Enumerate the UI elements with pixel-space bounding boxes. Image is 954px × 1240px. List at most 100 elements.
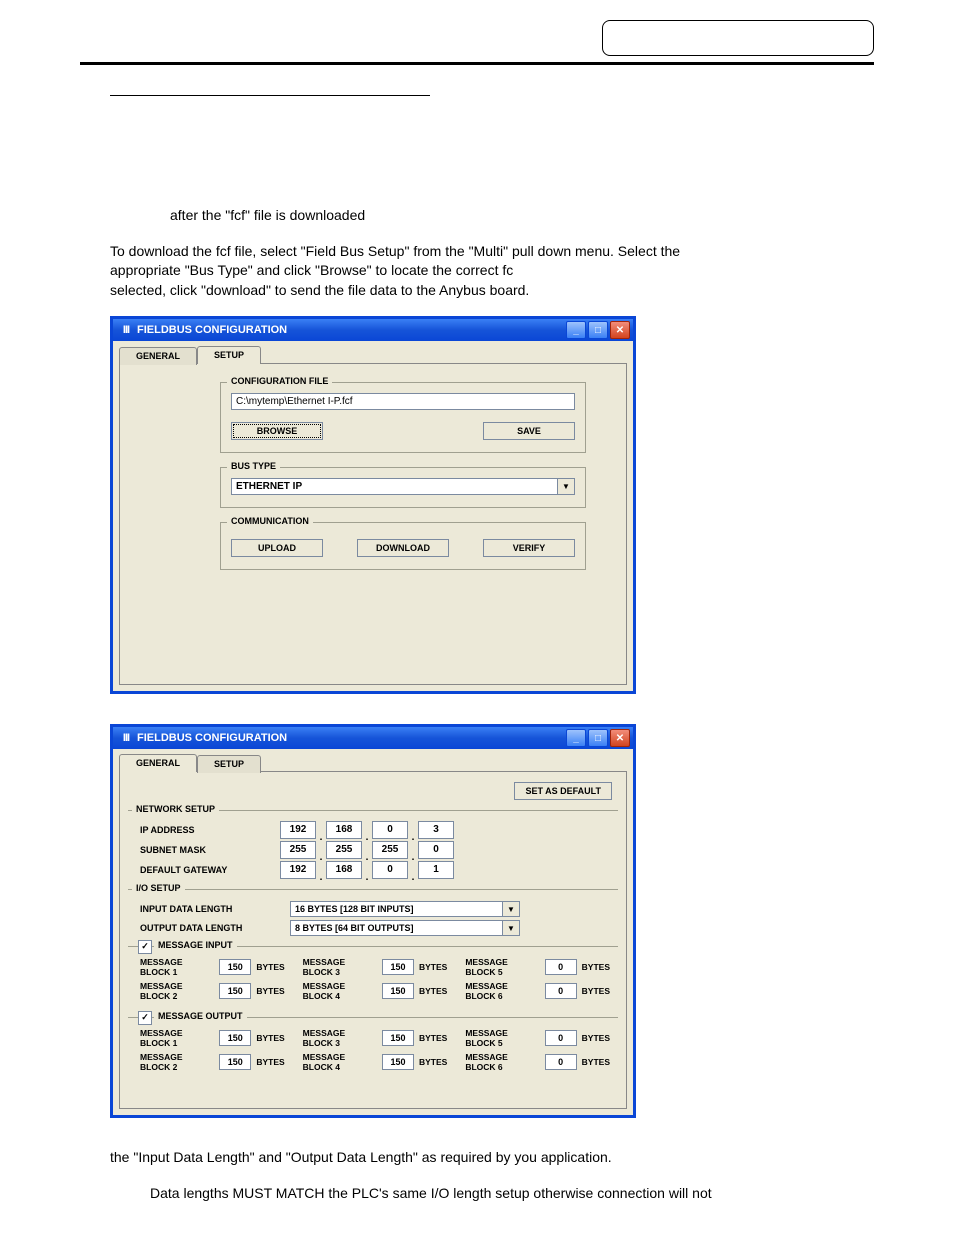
close-button[interactable]: ✕ xyxy=(610,729,630,747)
message-block-label: MESSAGE BLOCK 6 xyxy=(465,981,539,1001)
message-block-value[interactable]: 0 xyxy=(545,1054,577,1070)
tab-setup[interactable]: SETUP xyxy=(197,755,261,773)
message-block-label: MESSAGE BLOCK 4 xyxy=(303,1052,377,1072)
default-gateway-row: DEFAULT GATEWAY 192. 168. 0. 1 xyxy=(128,861,618,879)
browse-button[interactable]: BROWSE xyxy=(231,422,323,440)
configuration-file-legend: CONFIGURATION FILE xyxy=(227,376,332,386)
network-setup-section: NETWORK SETUP IP ADDRESS 192. 168. 0. 3 … xyxy=(128,810,618,879)
message-block-label: MESSAGE BLOCK 5 xyxy=(465,1028,539,1048)
bytes-unit: BYTES xyxy=(582,1057,610,1067)
subnet-mask-input[interactable]: 255. 255. 255. 0 xyxy=(280,841,454,859)
bytes-unit: BYTES xyxy=(256,1033,284,1043)
message-input-legend: MESSAGE INPUT xyxy=(154,940,237,950)
text-para1: To download the fcf file, select "Field … xyxy=(110,242,844,301)
message-block-label: MESSAGE BLOCK 4 xyxy=(303,981,377,1001)
message-block-cell: MESSAGE BLOCK 3150BYTES xyxy=(303,1028,448,1048)
para1-line-b: appropriate "Bus Type" and click "Browse… xyxy=(110,262,513,278)
output-data-length-label: OUTPUT DATA LENGTH xyxy=(128,923,290,933)
ip-address-input[interactable]: 192. 168. 0. 3 xyxy=(280,821,454,839)
message-block-value[interactable]: 0 xyxy=(545,983,577,999)
message-output-legend: MESSAGE OUTPUT xyxy=(154,1011,247,1021)
message-block-value[interactable]: 150 xyxy=(382,959,414,975)
subnet-mask-row: SUBNET MASK 255. 255. 255. 0 xyxy=(128,841,618,859)
input-data-length-select[interactable]: 16 BYTES [128 BIT INPUTS] ▼ xyxy=(290,901,520,917)
titlebar[interactable]: III FIELDBUS CONFIGURATION _ □ ✕ xyxy=(113,319,633,341)
message-block-value[interactable]: 150 xyxy=(382,1054,414,1070)
message-block-value[interactable]: 150 xyxy=(382,983,414,999)
verify-button[interactable]: VERIFY xyxy=(483,539,575,557)
minimize-button[interactable]: _ xyxy=(566,321,586,339)
message-block-value[interactable]: 150 xyxy=(219,1030,251,1046)
message-block-label: MESSAGE BLOCK 6 xyxy=(465,1052,539,1072)
message-block-value[interactable]: 150 xyxy=(382,1030,414,1046)
message-block-cell: MESSAGE BLOCK 1 150 BYTES xyxy=(140,1028,285,1048)
bus-type-select[interactable]: ETHERNET IP ▼ xyxy=(231,478,575,495)
subnet-mask-label: SUBNET MASK xyxy=(128,845,280,855)
message-block-cell: MESSAGE BLOCK 4 150 BYTES xyxy=(303,1052,448,1072)
app-icon: III xyxy=(119,732,133,744)
message-block-label: MESSAGE BLOCK 3 xyxy=(303,1028,377,1048)
default-gateway-label: DEFAULT GATEWAY xyxy=(128,865,280,875)
message-block-label: MESSAGE BLOCK 2 xyxy=(140,1052,214,1072)
bytes-unit: BYTES xyxy=(419,962,447,972)
app-icon: III xyxy=(119,324,133,336)
upload-button[interactable]: UPLOAD xyxy=(231,539,323,557)
bytes-unit: BYTES xyxy=(419,1057,447,1067)
message-block-value[interactable]: 150 xyxy=(219,1054,251,1070)
output-data-length-select[interactable]: 8 BYTES [64 BIT OUTPUTS] ▼ xyxy=(290,920,520,936)
tab-strip: GENERAL SETUP xyxy=(113,345,633,363)
message-block-label: MESSAGE BLOCK 1 xyxy=(140,1028,214,1048)
tab-general[interactable]: GENERAL xyxy=(119,347,197,365)
close-button[interactable]: ✕ xyxy=(610,321,630,339)
dropdown-icon[interactable]: ▼ xyxy=(502,920,520,936)
message-block-value[interactable]: 150 xyxy=(219,983,251,999)
set-as-default-button[interactable]: SET AS DEFAULT xyxy=(514,782,612,800)
bytes-unit: BYTES xyxy=(582,1033,610,1043)
para1-line-a: To download the fcf file, select "Field … xyxy=(110,243,680,259)
message-block-cell: MESSAGE BLOCK 50BYTES xyxy=(465,957,610,977)
ip-address-row: IP ADDRESS 192. 168. 0. 3 xyxy=(128,821,618,839)
fieldbus-window-setup: III FIELDBUS CONFIGURATION _ □ ✕ GENERAL… xyxy=(110,316,636,694)
message-block-cell: MESSAGE BLOCK 60BYTES xyxy=(465,981,610,1001)
header-box xyxy=(602,20,874,56)
section-underline xyxy=(110,95,430,96)
input-data-length-label: INPUT DATA LENGTH xyxy=(128,904,290,914)
minimize-button[interactable]: _ xyxy=(566,729,586,747)
message-block-cell: MESSAGE BLOCK 3 150 BYTES xyxy=(303,957,448,977)
io-setup-section: I/O SETUP INPUT DATA LENGTH 16 BYTES [12… xyxy=(128,889,618,936)
bus-type-value: ETHERNET IP xyxy=(231,478,557,495)
dropdown-icon[interactable]: ▼ xyxy=(502,901,520,917)
dropdown-icon[interactable]: ▼ xyxy=(557,478,575,495)
text-after-fcf: after the "fcf" file is downloaded xyxy=(170,206,844,226)
message-block-value[interactable]: 0 xyxy=(545,959,577,975)
default-gateway-input[interactable]: 192. 168. 0. 1 xyxy=(280,861,454,879)
bus-type-group: BUS TYPE ETHERNET IP ▼ xyxy=(220,467,586,508)
text-para2: the "Input Data Length" and "Output Data… xyxy=(110,1148,844,1168)
message-block-label: MESSAGE BLOCK 1 xyxy=(140,957,214,977)
bytes-unit: BYTES xyxy=(256,962,284,972)
message-input-checkbox[interactable]: ✓ xyxy=(138,940,152,954)
para1-line-c: selected, click "download" to send the f… xyxy=(110,282,529,298)
message-block-label: MESSAGE BLOCK 2 xyxy=(140,981,214,1001)
bytes-unit: BYTES xyxy=(419,986,447,996)
configuration-file-group: CONFIGURATION FILE C:\mytemp\Ethernet I-… xyxy=(220,382,586,453)
message-output-section: ✓ MESSAGE OUTPUT MESSAGE BLOCK 1150BYTES… xyxy=(128,1017,618,1078)
tab-general[interactable]: GENERAL xyxy=(119,754,197,772)
message-block-value[interactable]: 150 xyxy=(219,959,251,975)
message-block-cell: MESSAGE BLOCK 2150BYTES xyxy=(140,1052,285,1072)
titlebar[interactable]: III FIELDBUS CONFIGURATION _ □ ✕ xyxy=(113,727,633,749)
maximize-button[interactable]: □ xyxy=(588,729,608,747)
communication-legend: COMMUNICATION xyxy=(227,516,313,526)
save-button[interactable]: SAVE xyxy=(483,422,575,440)
tab-body: SET AS DEFAULT NETWORK SETUP IP ADDRESS … xyxy=(119,771,627,1109)
config-file-path-input[interactable]: C:\mytemp\Ethernet I-P.fcf xyxy=(231,393,575,410)
maximize-button[interactable]: □ xyxy=(588,321,608,339)
download-button[interactable]: DOWNLOAD xyxy=(357,539,449,557)
message-block-value[interactable]: 0 xyxy=(545,1030,577,1046)
message-block-label: MESSAGE BLOCK 3 xyxy=(303,957,377,977)
tab-setup[interactable]: SETUP xyxy=(197,346,261,364)
message-output-checkbox[interactable]: ✓ xyxy=(138,1011,152,1025)
bus-type-legend: BUS TYPE xyxy=(227,461,280,471)
window-title: FIELDBUS CONFIGURATION xyxy=(137,732,566,744)
message-block-cell: MESSAGE BLOCK 6 0 BYTES xyxy=(465,1052,610,1072)
